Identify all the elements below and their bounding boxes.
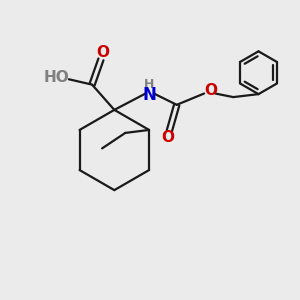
Text: O: O <box>204 83 217 98</box>
Text: O: O <box>96 45 109 60</box>
Text: O: O <box>161 130 174 145</box>
Text: H: H <box>144 78 154 91</box>
Text: HO: HO <box>44 70 69 85</box>
Text: N: N <box>142 86 156 104</box>
